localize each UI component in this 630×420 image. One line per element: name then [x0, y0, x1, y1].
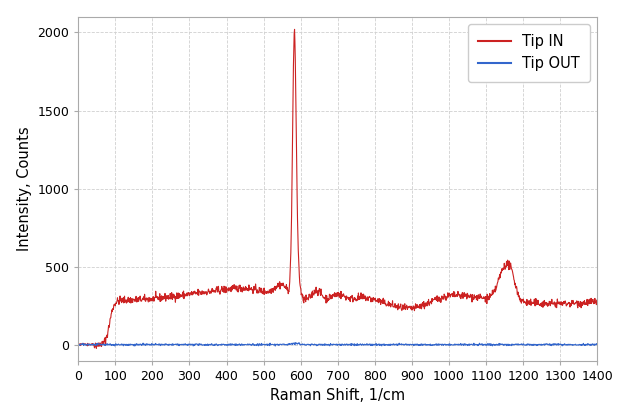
Tip IN: [74, 343, 82, 348]
Tip IN: [200, 291, 208, 297]
Tip IN: [254, 287, 261, 292]
Line: Tip OUT: Tip OUT: [78, 343, 597, 346]
Line: Tip IN: Tip IN: [78, 29, 597, 348]
Tip IN: [348, 296, 355, 301]
Tip OUT: [272, 344, 279, 349]
Tip IN: [93, 346, 100, 351]
Tip IN: [593, 301, 601, 306]
Tip OUT: [292, 340, 299, 345]
Tip OUT: [315, 342, 323, 347]
Tip OUT: [348, 343, 355, 348]
Legend: Tip IN, Tip OUT: Tip IN, Tip OUT: [468, 24, 590, 81]
Tip OUT: [74, 342, 82, 347]
X-axis label: Raman Shift, 1/cm: Raman Shift, 1/cm: [270, 388, 405, 403]
Tip IN: [315, 289, 323, 294]
Tip OUT: [200, 342, 208, 347]
Tip IN: [496, 275, 504, 280]
Tip OUT: [496, 341, 504, 346]
Tip OUT: [253, 343, 261, 348]
Y-axis label: Intensity, Counts: Intensity, Counts: [16, 126, 32, 251]
Tip OUT: [593, 342, 601, 347]
Tip OUT: [587, 342, 594, 347]
Tip IN: [291, 27, 299, 32]
Tip IN: [587, 299, 594, 304]
